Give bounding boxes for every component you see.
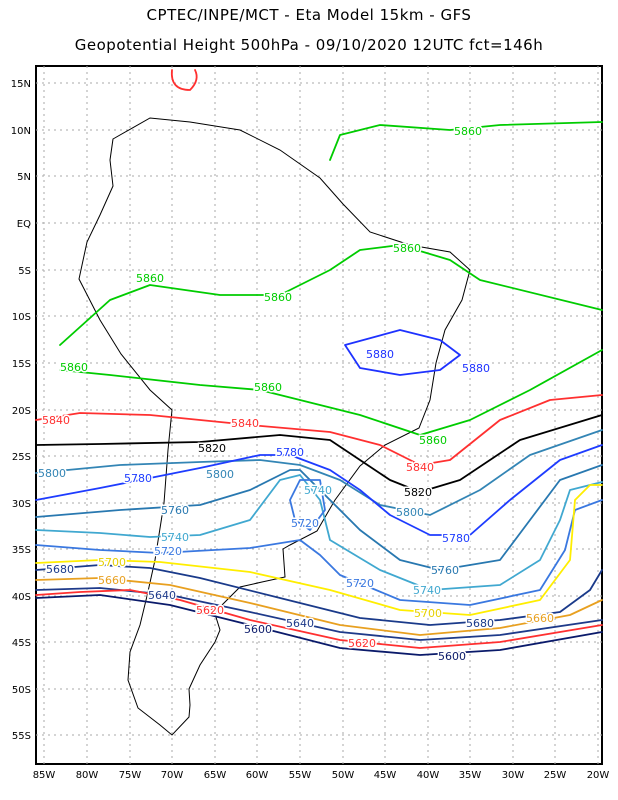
lat-label: 35S [12, 545, 31, 556]
lat-label: 30S [12, 499, 31, 510]
lon-label: 70W [161, 770, 184, 781]
lon-label: 60W [246, 770, 269, 781]
contour-5880 [344, 329, 461, 376]
contour-label: 5860 [393, 242, 421, 255]
contour-5840-ne [170, 69, 198, 91]
contour-label: 5840 [231, 417, 259, 430]
contour-label: 5660 [526, 612, 554, 625]
contour-label: 5860 [264, 291, 292, 304]
contour-label: 5620 [196, 604, 224, 617]
lat-labels: 15N 10N 5N EQ 5S 10S 15S 20S 25S 30S 35S 40S 45S 50S 5… [11, 79, 31, 742]
contour-5700 [35, 484, 603, 616]
contour-label: 5840 [406, 461, 434, 474]
lat-label: 5S [18, 266, 31, 277]
contour-5600 [35, 594, 603, 656]
contour-5860-south [59, 349, 603, 436]
contour-label: 5860 [454, 125, 482, 138]
lat-label: 15N [11, 79, 31, 90]
contour-label: 5840 [42, 414, 70, 427]
contour-label: 5700 [98, 556, 126, 569]
contour-labels: 5860 5860 5860 5860 5860 5860 5860 5880 … [37, 124, 556, 665]
contour-label: 5760 [431, 564, 459, 577]
contour-5840 [35, 394, 603, 466]
contour-label: 5860 [136, 272, 164, 285]
lon-label: 35W [459, 770, 482, 781]
contour-5820 [35, 414, 603, 493]
title-line-2: Geopotential Height 500hPa - 09/10/2020 … [74, 36, 544, 54]
contour-label: 5860 [60, 361, 88, 374]
contour-label: 5720 [346, 577, 374, 590]
lat-label: EQ [17, 219, 31, 230]
contour-label: 5600 [244, 623, 272, 636]
contour-label: 5760 [161, 504, 189, 517]
contour-label: 5720 [291, 517, 319, 530]
contour-label: 5800 [38, 467, 66, 480]
contour-5860-north [329, 121, 603, 161]
contour-label: 5620 [348, 637, 376, 650]
contour-label: 5860 [254, 381, 282, 394]
lon-label: 80W [76, 770, 99, 781]
lat-label: 15S [12, 359, 31, 370]
lon-label: 25W [544, 770, 567, 781]
lat-label: 20S [12, 406, 31, 417]
south-america-coastline [78, 117, 471, 736]
contour-label: 5780 [124, 472, 152, 485]
contour-5720 [35, 499, 603, 606]
contour-5780 [35, 444, 603, 536]
lat-label: 10N [11, 126, 31, 137]
lon-label: 45W [374, 770, 397, 781]
lon-label: 65W [204, 770, 227, 781]
contour-5860-mid [59, 244, 603, 346]
contour-label: 5780 [276, 446, 304, 459]
contour-5760 [35, 464, 603, 571]
lat-label: 40S [12, 592, 31, 603]
contour-label: 5680 [46, 563, 74, 576]
lon-label: 85W [33, 770, 56, 781]
lon-label: 50W [332, 770, 355, 781]
contour-label: 5680 [466, 617, 494, 630]
contour-label: 5640 [286, 617, 314, 630]
lat-label: 5N [17, 172, 31, 183]
contour-label: 5700 [414, 607, 442, 620]
contour-label: 5820 [404, 486, 432, 499]
contour-label: 5820 [198, 442, 226, 455]
lon-labels: 85W 80W 75W 70W 65W 60W 55W 50W 45W 40W 35W 30W 25W 2… [33, 770, 610, 781]
lat-label: 25S [12, 452, 31, 463]
contour-5720-loop [289, 479, 326, 531]
contour-5620 [35, 589, 603, 649]
contour-label: 5740 [161, 531, 189, 544]
contour-5660 [35, 577, 603, 636]
lon-label: 55W [289, 770, 312, 781]
contour-5800 [35, 429, 603, 516]
contour-label: 5640 [148, 589, 176, 602]
contour-5740 [35, 474, 603, 591]
contour-label: 5740 [304, 484, 332, 497]
lat-label: 45S [12, 638, 31, 649]
title-line-1: CPTEC/INPE/MCT - Eta Model 15km - GFS [146, 6, 472, 24]
lat-label: 50S [12, 685, 31, 696]
contour-label: 5880 [366, 348, 394, 361]
lat-label: 10S [12, 312, 31, 323]
lon-label: 40W [417, 770, 440, 781]
contour-label: 5880 [462, 362, 490, 375]
contour-label: 5800 [396, 506, 424, 519]
lat-label: 55S [12, 731, 31, 742]
contours [35, 69, 603, 656]
contour-label: 5600 [438, 650, 466, 663]
lon-label: 20W [587, 770, 610, 781]
contour-label: 5720 [154, 545, 182, 558]
lon-label: 30W [502, 770, 525, 781]
contour-5680 [35, 564, 603, 626]
contour-label: 5860 [419, 434, 447, 447]
contour-label: 5660 [98, 574, 126, 587]
contour-5640 [35, 587, 603, 641]
contour-label: 5740 [413, 584, 441, 597]
lon-label: 75W [119, 770, 142, 781]
contour-label: 5780 [442, 532, 470, 545]
contour-label: 5800 [206, 468, 234, 481]
